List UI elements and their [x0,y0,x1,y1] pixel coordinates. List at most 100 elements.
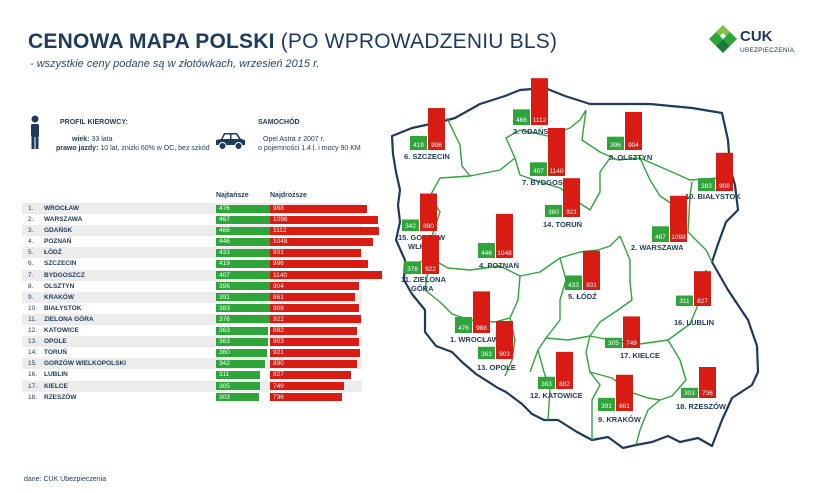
map-value-cheapest: 303 [684,390,695,397]
profile-license: prawo jazdy: 10 lat, zniżki 60% w OC, be… [56,145,210,152]
map-city-label: 13. OPOLE [477,363,516,372]
map-value-most-expensive: 749 [626,340,637,347]
row-rank: 4. [28,238,34,246]
map-city-label: 1. WROCŁAW [450,335,500,344]
bar-most-expensive: 904 [270,282,359,291]
bar-cheapest: 305 [216,382,260,390]
row-rank: 16. [28,371,38,379]
map-bar-cheapest [530,162,547,176]
map-value-most-expensive: 882 [559,381,570,388]
map-city-label: 7. BYDGOSZCZ [522,178,578,187]
table-row: 7. BYDGOSZCZ 407 1140 [22,269,382,281]
bar-most-expensive: 1098 [270,215,378,224]
map-bar-cheapest [607,136,624,150]
map-city-label: 4. POZNAŃ [479,261,519,270]
cuk-logo-icon [709,25,737,53]
map-bar-cheapest [565,275,582,290]
row-city: KATOWICE [44,327,79,335]
map-bar-most-expensive [625,111,642,150]
row-rank: 2. [28,216,34,224]
column-header-cheapest: Najtańsze [216,192,249,199]
row-city: WARSZAWA [44,216,83,224]
row-rank: 5. [28,249,34,257]
map-city-marker: 360 921 14. TORUŃ [543,178,582,229]
row-rank: 12. [28,327,38,335]
map-city-marker: 363 903 13. OPOLE [477,320,516,372]
map-value-cheapest: 433 [568,282,579,289]
map-city-label: 12. KATOWICE [530,391,583,400]
map-value-cheapest: 467 [655,234,666,241]
column-header-most-expensive: Najdroższe [270,192,307,199]
map-city-marker: 419 996 6. SZCZECIN [404,108,450,161]
map-bar-most-expensive [716,152,733,191]
map-city-marker: 466 1112 3. GDAŃSK [513,78,554,136]
bar-cheapest: 311 [216,370,261,379]
row-rank: 11. [28,315,37,323]
map-value-most-expensive: 890 [423,223,434,230]
map-bar-cheapest [681,387,698,398]
map-city-marker: 433 931 5. ŁÓDŹ [565,250,600,301]
bar-cheapest: 433 [216,248,278,257]
map-value-cheapest: 396 [610,142,621,149]
map-city-marker: 446 1048 4. POZNAŃ [478,213,519,270]
table-row: 18. RZESZÓW 303 736 [22,392,362,403]
map-value-most-expensive: 903 [499,351,510,358]
bar-most-expensive: 996 [270,259,368,268]
map-value-cheapest: 419 [413,142,424,149]
table-row: 2. WARSZAWA 467 1098 [22,214,378,225]
logo-subtitle: UBEZPIECZENIA [740,47,795,54]
map-city-marker: 476 988 1. WROCŁAW [450,291,500,344]
bar-cheapest: 476 [216,204,284,213]
map-city-label: 16. LUBLIN [674,318,714,327]
map-value-most-expensive: 736 [702,390,713,397]
map-bar-most-expensive [420,193,437,231]
bar-most-expensive: 882 [270,326,357,335]
bar-most-expensive: 908 [270,304,360,313]
bar-most-expensive: 988 [270,204,368,213]
map-bar-cheapest [676,295,693,306]
map-value-cheapest: 446 [481,250,492,257]
table-row: 5. ŁÓDŹ 433 931 [22,247,362,259]
map-value-most-expensive: 988 [476,325,487,332]
bar-most-expensive: 1112 [270,226,380,235]
row-city: TORUŃ [44,349,67,357]
map-value-most-expensive: 904 [628,142,639,149]
row-city: GDAŃSK [44,227,73,235]
row-city: RZESZÓW [44,393,77,401]
map-city-label: 3. GDAŃSK [513,127,554,136]
map-value-most-expensive: 827 [697,298,708,305]
bar-cheapest: 391 [216,293,272,302]
map-value-cheapest: 383 [701,183,712,190]
row-rank: 1. [28,205,34,212]
map-city-marker: 407 1140 7. BYDGOSZCZ [522,128,578,187]
map-bar-cheapest [404,261,421,274]
map-value-most-expensive: 922 [425,266,436,273]
map-bar-cheapest [513,109,530,125]
row-city: LUBLIN [44,371,68,379]
map-city-label: 17. KIELCE [620,351,660,360]
table-row: 12. KATOWICE 363 882 [22,325,362,336]
map-bar-cheapest [455,317,472,333]
map-value-cheapest: 391 [601,403,612,410]
map-value-most-expensive: 908 [719,183,730,190]
map-city-marker: 363 882 12. KATOWICE [530,351,583,400]
map-city-label: 11. ZIELONA [401,275,447,284]
bar-cheapest: 342 [216,359,265,368]
table-row: 17. KIELCE 305 749 [22,380,362,392]
map-bar-most-expensive [556,351,573,389]
table-row: 3. GDAŃSK 466 1112 [22,225,380,237]
table-row: 10. BIAŁYSTOK 383 908 [22,303,362,314]
logo-name: CUK [740,28,773,45]
table-row: 15. GORZÓW WIELKOPOLSKI 342 890 [22,358,362,370]
car-model: Opel Astra z 2007 r. [263,136,325,143]
row-city: OLSZTYN [44,282,75,290]
map-value-most-expensive: 1048 [497,250,512,257]
bar-most-expensive: 890 [270,359,358,368]
car-icon [216,133,245,150]
map-city-label: 10. BIAŁYSTOK [685,192,741,201]
map-city-marker: 396 904 8. OLSZTYN [607,111,652,162]
row-city: KRAKÓW [44,293,74,301]
row-rank: 18. [28,393,38,401]
map-bar-cheapest [698,178,715,191]
